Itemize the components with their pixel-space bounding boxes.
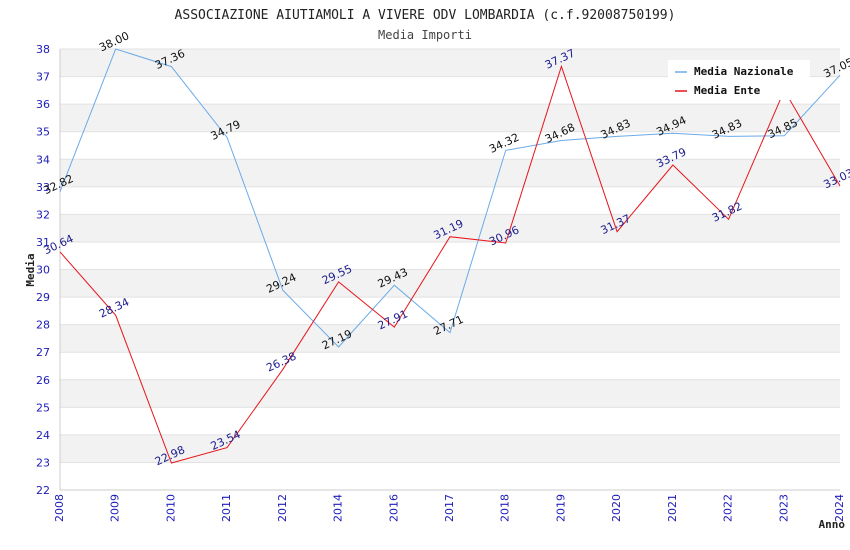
y-tick-label: 30: [36, 264, 50, 277]
x-tick-label: 2014: [332, 494, 345, 522]
band-27: [60, 324, 840, 353]
x-tick-label: 2009: [109, 494, 122, 522]
x-tick-label: 2022: [722, 494, 735, 522]
data-label: 32.82: [41, 172, 75, 197]
x-tick-label: 2012: [276, 494, 289, 522]
x-tick-label: 2017: [443, 494, 456, 522]
y-tick-label: 23: [36, 456, 50, 469]
x-tick-label: 2024: [833, 494, 846, 522]
x-tick-label: 2023: [777, 494, 790, 522]
y-tick-label: 25: [36, 401, 50, 414]
legend-box: [668, 60, 810, 100]
legend-label-ente: Media Ente: [694, 84, 761, 97]
series-lines: [59, 48, 841, 464]
y-tick-label: 29: [36, 291, 50, 304]
y-tick-label: 33: [36, 181, 50, 194]
y-tick-label: 22: [36, 484, 50, 497]
x-tick-label: 2010: [164, 494, 177, 522]
x-tick-label: 2016: [387, 494, 400, 522]
y-tick-label: 28: [36, 319, 50, 332]
x-tick-label: 2019: [554, 494, 567, 522]
band-35: [60, 104, 840, 132]
grid-lines: [60, 48, 840, 491]
x-tick-label: 2018: [499, 494, 512, 522]
y-axis-label: Media: [24, 253, 37, 286]
x-tick-label: 2021: [666, 494, 679, 522]
y-tick-label: 35: [36, 126, 50, 139]
axes: [59, 49, 840, 491]
background-bands: [60, 49, 840, 463]
y-tick-label: 26: [36, 374, 50, 387]
legend-label-nazionale: Media Nazionale: [694, 65, 794, 78]
data-label: 28.34: [97, 296, 131, 321]
y-tick-label: 37: [36, 71, 50, 84]
y-tick-label: 36: [36, 98, 50, 111]
band-33: [60, 159, 840, 187]
series-line-1: [59, 64, 841, 464]
series-line-0: [59, 48, 841, 348]
y-tick-label: 31: [36, 236, 50, 249]
x-tick-label: 2008: [53, 494, 66, 522]
y-tick-label: 34: [36, 153, 50, 166]
band-29: [60, 269, 840, 298]
band-25: [60, 379, 840, 408]
x-tick-label: 2020: [610, 494, 623, 522]
chart-subtitle: Media Importi: [378, 28, 472, 42]
legend: Media Nazionale Media Ente: [668, 60, 810, 100]
y-tick-label: 38: [36, 43, 50, 56]
y-tick-label: 32: [36, 208, 50, 221]
y-tick-label: 24: [36, 429, 50, 442]
x-axis-label: Anno: [819, 518, 846, 531]
chart-title: ASSOCIAZIONE AIUTIAMOLI A VIVERE ODV LOM…: [175, 8, 676, 23]
data-label: 34.32: [487, 131, 521, 156]
x-tick-labels: 2008 2009 2010 2011 2012 2014 2016 2017 2018 2019…: [53, 494, 846, 522]
y-tick-label: 27: [36, 346, 50, 359]
y-tick-labels: 22 23 24 25 26 27 28 29 30 31 32 33 34 35 36 37 38: [36, 43, 50, 497]
x-tick-label: 2011: [220, 494, 233, 522]
